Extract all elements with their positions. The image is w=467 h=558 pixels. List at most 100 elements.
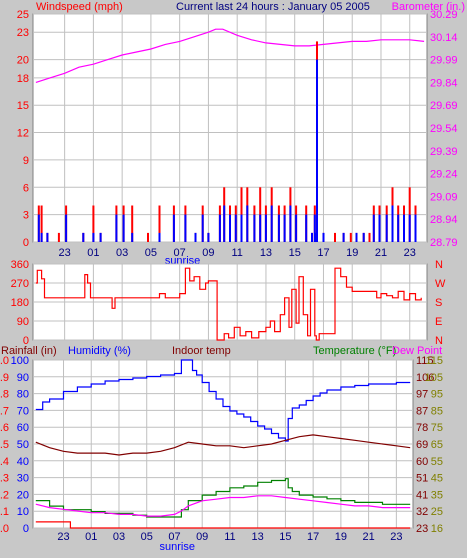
windspeed-bar [372, 214, 375, 242]
x-tick-label: 07 [174, 247, 186, 259]
humidity-tick-label: 50 [17, 439, 29, 451]
windspeed-bar [385, 214, 388, 242]
sunrise-label-bottom: sunrise [159, 541, 194, 553]
x-tick-label: 05 [141, 531, 153, 543]
humidity-tick-label: 0 [23, 523, 29, 535]
dewpoint-tick-label: 25 [431, 506, 443, 518]
temperature-tick-label: 115 [416, 355, 434, 367]
dewpoint-line [35, 495, 411, 517]
windspeed-bar [40, 232, 43, 242]
humidity-tick-label: 10 [17, 506, 29, 518]
humidity-tick-label: 80 [17, 389, 29, 401]
windspeed-bar [264, 214, 267, 242]
barometer-tick-label: 29.09 [430, 191, 458, 203]
direction-tick-label: 360 [11, 259, 29, 271]
x-tick-label: 15 [289, 247, 301, 259]
barometer-tick-label: 28.79 [430, 237, 458, 249]
barometer-tick-label: 29.54 [430, 123, 458, 135]
windspeed-bar [316, 59, 318, 242]
rain-tick-label: 0.4 [0, 456, 9, 468]
compass-tick-label: E [435, 316, 442, 328]
barometer-tick-label: 29.39 [430, 146, 458, 158]
windspeed-bar [99, 232, 102, 242]
compass-tick-label: N [435, 259, 443, 271]
windspeed-bar [207, 232, 210, 242]
temperature-tick-label: 97 [416, 389, 428, 401]
rain-tick-label: 0.3 [0, 473, 9, 485]
dewpoint-tick-label: 65 [431, 439, 443, 451]
wind-tick-label: 9 [23, 155, 29, 167]
x-tick-label: 11 [224, 531, 235, 543]
x-tick-label: 13 [260, 247, 272, 259]
windspeed-bar [131, 232, 134, 242]
barometer-axis-title: Barometer (in.) [392, 1, 465, 13]
rain-tick-label: 0.2 [0, 489, 9, 501]
dewpoint-tick-label: 55 [431, 456, 443, 468]
wind-tick-label: 18 [17, 73, 29, 85]
dewpoint-tick-label: 95 [431, 389, 443, 401]
rain-tick-label: 0.9 [0, 372, 9, 384]
x-tick-label: 07 [168, 531, 180, 543]
wind-tick-label: 3 [23, 210, 29, 222]
windspeed-bar [122, 214, 125, 242]
dewpoint-tick-label: 16 [431, 523, 443, 535]
windspeed-bar [403, 214, 405, 242]
dewpoint-axis-title: Dew Point [392, 345, 442, 357]
x-tick-label: 23 [57, 531, 69, 543]
windspeed-bar [218, 214, 221, 242]
barometer-tick-label: 28.94 [430, 214, 458, 226]
barometer-line [35, 28, 425, 83]
compass-tick-label: S [435, 297, 442, 309]
x-tick-label: 23 [404, 247, 416, 259]
windspeed-bar [253, 214, 256, 242]
gust-bar [147, 232, 149, 242]
windspeed-bar [158, 232, 161, 242]
gust-bar [40, 205, 43, 242]
x-tick-label: 03 [113, 531, 125, 543]
windspeed-bar [194, 232, 197, 242]
wind-direction-line [35, 267, 422, 341]
x-tick-label: 09 [202, 247, 214, 259]
wind-tick-label: 12 [17, 128, 29, 140]
compass-tick-label: N [435, 335, 443, 347]
windspeed-bar [355, 232, 358, 242]
humidity-tick-label: 20 [17, 489, 29, 501]
humidity-axis-title: Humidity (%) [68, 345, 131, 357]
windspeed-bar [92, 232, 95, 242]
gust-bar [368, 232, 371, 242]
windspeed-bar [201, 214, 204, 242]
x-tick-label: 17 [307, 531, 319, 543]
humidity-line [35, 359, 411, 442]
wind-tick-label: 6 [23, 182, 29, 194]
windspeed-bar [295, 214, 298, 242]
barometer-tick-label: 30.29 [430, 9, 458, 21]
windspeed-bar [184, 214, 187, 242]
windspeed-bar [414, 214, 417, 242]
rain-tick-label: 0.5 [0, 439, 9, 451]
dewpoint-tick-label: 35 [431, 489, 443, 501]
temperature-tick-label: 106 [416, 372, 434, 384]
rain-tick-label: 0.7 [0, 405, 9, 417]
barometer-tick-label: 29.84 [430, 77, 458, 89]
rainfall-axis-title: Rainfall (in) [1, 345, 57, 357]
rain-tick-label: 0.0 [0, 523, 9, 535]
wind-tick-label: 25 [17, 9, 29, 21]
x-tick-label: 19 [335, 531, 347, 543]
direction-tick-label: 180 [11, 297, 29, 309]
windspeed-bar [270, 205, 273, 242]
gust-bar [131, 205, 134, 242]
indoor-temp-label: Indoor temp [172, 345, 231, 357]
temperature-tick-label: 51 [416, 473, 428, 485]
windspeed-bar [342, 232, 345, 242]
gust-bar [158, 205, 161, 242]
barometer-tick-label: 29.69 [430, 100, 458, 112]
direction-tick-label: 270 [11, 278, 29, 290]
x-tick-label: 19 [346, 247, 358, 259]
wind-tick-label: 0 [23, 237, 29, 249]
windspeed-bar [229, 214, 231, 242]
direction-tick-label: 0 [23, 335, 29, 347]
rainfall-line [35, 521, 411, 529]
windspeed-bar [37, 214, 40, 242]
